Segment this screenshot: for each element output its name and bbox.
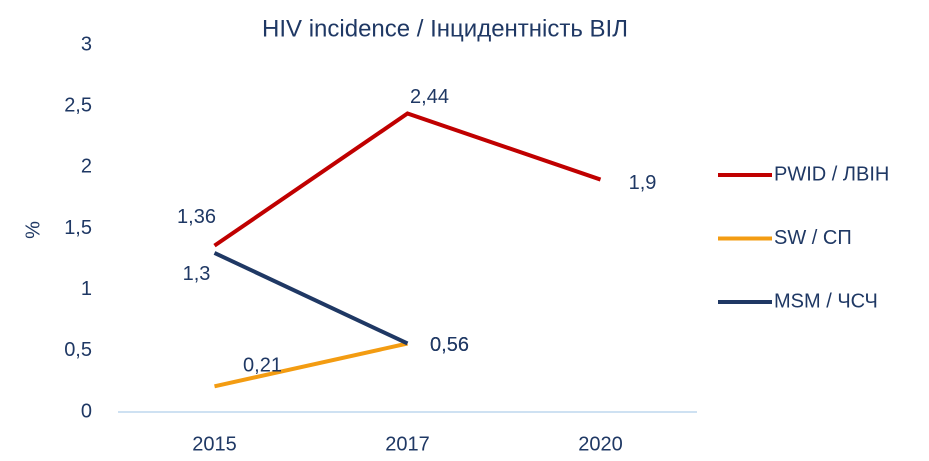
chart-title: HIV incidence / Інцидентність ВІЛ bbox=[262, 15, 628, 42]
x-tick-label: 2017 bbox=[385, 433, 430, 455]
data-label: 0,21 bbox=[243, 355, 282, 377]
legend-label: SW / СП bbox=[774, 227, 852, 249]
legend-label: PWID / ЛВІН bbox=[774, 163, 889, 185]
data-label: 2,44 bbox=[410, 86, 449, 108]
y-axis-label: % bbox=[22, 221, 44, 239]
series-line bbox=[213, 251, 409, 346]
x-tick-label: 2015 bbox=[192, 433, 237, 455]
x-tick-label: 2020 bbox=[578, 433, 623, 455]
data-label: 0,56 bbox=[430, 334, 469, 356]
data-label: 1,36 bbox=[177, 206, 216, 228]
y-tick-label: 2 bbox=[81, 156, 92, 178]
y-tick-label: 0,5 bbox=[64, 339, 92, 361]
data-label: 1,3 bbox=[183, 263, 211, 285]
y-tick-label: 1,5 bbox=[64, 217, 92, 239]
y-tick-label: 0 bbox=[81, 400, 92, 422]
series-line bbox=[213, 111, 602, 248]
series-line bbox=[214, 341, 408, 389]
data-label: 1,9 bbox=[629, 172, 657, 194]
y-tick-label: 2,5 bbox=[64, 94, 92, 116]
data-label: 0,56 bbox=[430, 334, 469, 356]
y-tick-label: 1 bbox=[81, 278, 92, 300]
y-tick-label: 3 bbox=[81, 33, 92, 55]
legend-label: MSM / ЧСЧ bbox=[774, 290, 878, 312]
